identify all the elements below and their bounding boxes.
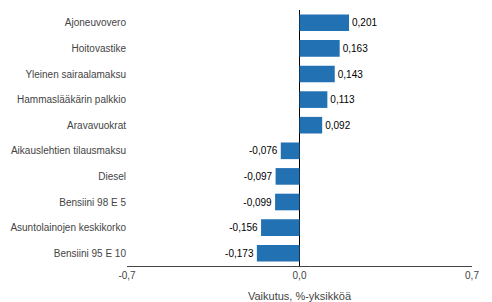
svg-text:-0,156: -0,156: [229, 222, 258, 233]
svg-text:0,0: 0,0: [293, 270, 307, 281]
svg-text:Ajoneuvovero: Ajoneuvovero: [65, 17, 127, 28]
svg-text:Hammaslääkärin palkkio: Hammaslääkärin palkkio: [17, 94, 126, 105]
svg-text:-0,173: -0,173: [225, 248, 254, 259]
svg-text:-0,097: -0,097: [244, 171, 273, 182]
svg-text:0,201: 0,201: [352, 17, 377, 28]
svg-text:0,163: 0,163: [343, 43, 368, 54]
svg-text:Bensiini 95 E 10: Bensiini 95 E 10: [54, 248, 127, 259]
svg-text:Diesel: Diesel: [98, 171, 126, 182]
svg-text:0,7: 0,7: [465, 270, 479, 281]
svg-text:Hoitovastike: Hoitovastike: [72, 43, 127, 54]
svg-text:0,092: 0,092: [325, 120, 350, 131]
svg-text:0,113: 0,113: [330, 94, 355, 105]
svg-text:Aikauslehtien tilausmaksu: Aikauslehtien tilausmaksu: [11, 145, 126, 156]
svg-text:-0,099: -0,099: [243, 197, 272, 208]
svg-text:Aravavuokrat: Aravavuokrat: [67, 120, 126, 131]
svg-text:Yleinen sairaalamaksu: Yleinen sairaalamaksu: [25, 69, 126, 80]
svg-text:Vaikutus, %-yksikköä: Vaikutus, %-yksikköä: [248, 290, 352, 302]
svg-text:-0,076: -0,076: [249, 145, 278, 156]
svg-text:Asuntolainojen keskikorko: Asuntolainojen keskikorko: [10, 222, 126, 233]
svg-text:Bensiini 98 E 5: Bensiini 98 E 5: [59, 197, 126, 208]
svg-text:-0,7: -0,7: [118, 270, 136, 281]
svg-text:0,143: 0,143: [338, 69, 363, 80]
